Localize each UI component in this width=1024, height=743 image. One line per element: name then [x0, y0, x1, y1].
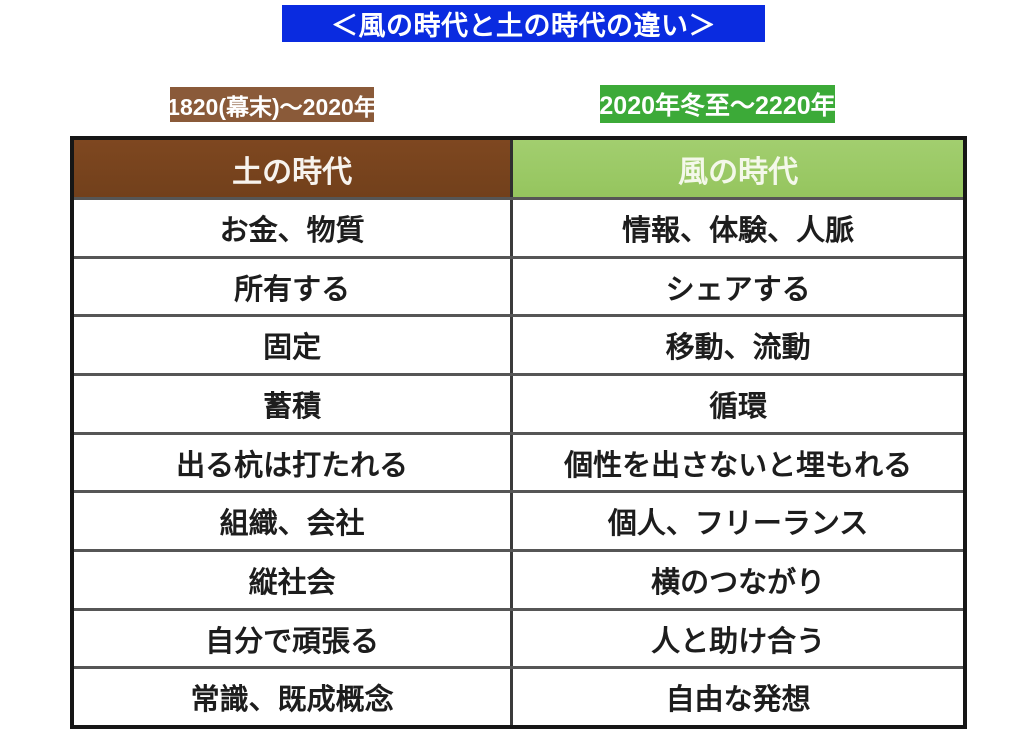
table-row: 所有する シェアする: [74, 255, 963, 315]
comparison-table: 土の時代 風の時代 お金、物質 情報、体験、人脈 所有する シェアする 固定 移…: [70, 136, 967, 729]
wind-era-cell: 横のつながり: [651, 566, 826, 599]
wind-era-cell: 情報、体験、人脈: [622, 214, 855, 247]
table-row: 蓄積 循環: [74, 373, 963, 432]
earth-era-cell: 蓄積: [74, 376, 514, 432]
earth-era-cell: 出る杭は打たれる: [74, 434, 514, 491]
wind-era-cell: 自由な発想: [665, 684, 811, 717]
earth-era-cell: 固定: [74, 317, 514, 374]
wind-era-cell: シェアする: [665, 273, 811, 306]
table-row: 自分で頑張る 人と助け合う: [74, 607, 963, 667]
table-row: 常識、既成概念 自由な発想: [74, 666, 963, 726]
wind-era-cell: 移動、流動: [665, 332, 811, 365]
table-row: 出る杭は打たれる 個性を出さないと埋もれる: [74, 431, 963, 491]
page-title: ＜風の時代と土の時代の違い＞: [331, 11, 716, 41]
earth-era-column-header: 土の時代: [74, 140, 514, 197]
wind-era-period-label: 2020年冬至〜2220年: [599, 85, 836, 123]
wind-era-period-text: 2020年冬至〜2220年: [599, 92, 836, 120]
earth-era-period-label: 1820(幕末)〜2020年: [167, 87, 377, 122]
earth-era-cell: 常識、既成概念: [74, 669, 514, 726]
table-row: 縦社会 横のつながり: [74, 549, 963, 608]
wind-era-cell: 個人、フリーランス: [607, 508, 869, 541]
earth-era-cell: 組織、会社: [74, 493, 514, 550]
table-header-row: 土の時代 風の時代: [74, 140, 963, 197]
earth-era-period-text: 1820(幕末)〜2020年: [167, 93, 377, 120]
wind-era-cell: 個性を出さないと埋もれる: [564, 449, 913, 482]
wind-era-column-header: 風の時代: [513, 140, 963, 197]
wind-era-cell: 人と助け合う: [651, 625, 826, 658]
table-row: お金、物質 情報、体験、人脈: [74, 197, 963, 256]
wind-era-cell: 循環: [709, 390, 768, 423]
earth-era-cell: お金、物質: [74, 200, 514, 256]
earth-era-cell: 自分で頑張る: [74, 610, 514, 667]
table-row: 組織、会社 個人、フリーランス: [74, 490, 963, 550]
title-banner: ＜風の時代と土の時代の違い＞: [282, 5, 765, 42]
earth-era-cell: 縦社会: [74, 552, 514, 608]
table-row: 固定 移動、流動: [74, 314, 963, 374]
earth-era-cell: 所有する: [74, 258, 514, 315]
